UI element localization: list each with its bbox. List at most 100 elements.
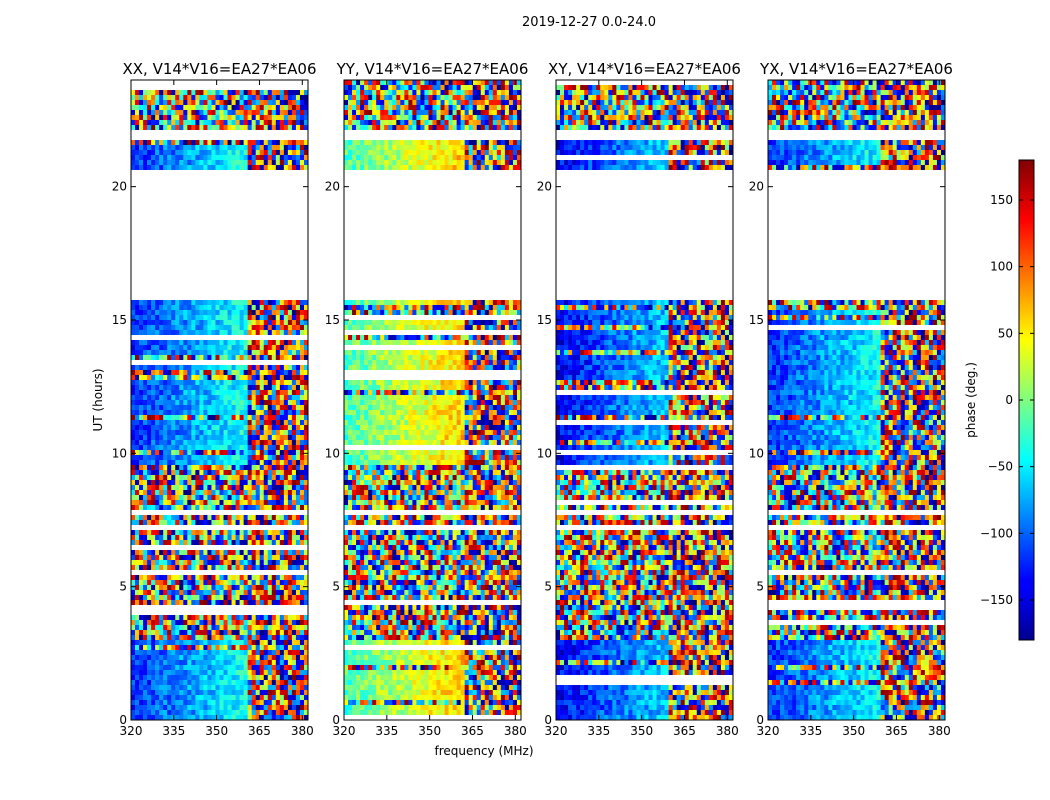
heatmap-cell [291,385,297,390]
heatmap-cell [175,495,180,500]
heatmap-cell [287,165,293,170]
heatmap-cell [259,680,265,685]
heatmap-cell [187,700,192,705]
heatmap-cell [163,465,168,470]
heatmap-cell [344,320,349,325]
heatmap-cell [247,715,252,720]
heatmap-cell [235,150,240,155]
heatmap-cell [291,105,297,110]
x-tick-label: 320 [120,724,143,738]
heatmap-cell [167,490,172,495]
heatmap-cell [131,125,136,130]
heatmap-cell [508,90,514,95]
heatmap-cell [215,520,220,525]
heatmap-cell [203,670,208,675]
heatmap-cell [171,580,176,585]
heatmap-cell [175,665,180,670]
heatmap-cell [279,320,285,325]
heatmap-cell [195,390,200,395]
heatmap-cell [291,560,297,565]
heatmap-cell [235,380,240,385]
heatmap-cell [279,350,285,355]
heatmap-cell [211,460,216,465]
heatmap-cell [179,585,184,590]
heatmap-cell [199,125,204,130]
heatmap-cell [167,375,172,380]
heatmap-cell [151,585,156,590]
heatmap-cell [279,685,285,690]
heatmap-cell [444,155,449,160]
heatmap-cell [175,415,180,420]
heatmap-cell [275,590,281,595]
heatmap-cell [283,500,289,505]
heatmap-cell [468,120,474,125]
heatmap-cell [223,450,228,455]
heatmap-cell [267,155,273,160]
heatmap-cell [239,430,244,435]
heatmap-cell [388,155,393,160]
heatmap-cell [271,680,277,685]
heatmap-cell [392,155,397,160]
heatmap-cell [295,435,301,440]
heatmap-cell [368,110,373,115]
heatmap-cell [203,365,208,370]
heatmap-cell [179,710,184,715]
heatmap-cell [151,560,156,565]
heatmap-cell [295,320,301,325]
heatmap-cell [496,140,502,145]
heatmap-cell [243,425,248,430]
heatmap-cell [287,520,293,525]
heatmap-cell [231,405,236,410]
heatmap-cell [291,710,297,715]
heatmap-cell [143,695,148,700]
heatmap-cell [207,580,212,585]
heatmap-cell [303,475,309,480]
heatmap-cell [247,145,252,150]
heatmap-cell [139,515,144,520]
heatmap-cell [199,150,204,155]
heatmap-cell [303,690,309,695]
heatmap-cell [275,500,281,505]
heatmap-cell [139,540,144,545]
heatmap-cell [207,640,212,645]
heatmap-cell [255,645,261,650]
heatmap-cell [496,300,502,305]
heatmap-cell [223,115,228,120]
heatmap-cell [263,420,269,425]
heatmap-cell [263,675,269,680]
heatmap-cell [207,385,212,390]
heatmap-cell [167,555,172,560]
heatmap-cell [231,100,236,105]
heatmap-cell [492,140,498,145]
heatmap-cell [271,405,277,410]
heatmap-cell [151,440,156,445]
heatmap-cell [187,465,192,470]
heatmap-cell [223,695,228,700]
heatmap-cell [167,560,172,565]
heatmap-cell [143,600,148,605]
heatmap-cell [155,375,160,380]
heatmap-cell [151,580,156,585]
heatmap-cell [484,105,490,110]
heatmap-cell [227,665,232,670]
heatmap-cell [195,575,200,580]
heatmap-cell [267,390,273,395]
heatmap-cell [183,435,188,440]
heatmap-cell [448,320,453,325]
heatmap-cell [480,150,486,155]
heatmap-cell [287,615,293,620]
heatmap-cell [243,600,248,605]
heatmap-cell [412,85,417,90]
heatmap-cell [211,625,216,630]
heatmap-cell [444,305,449,310]
heatmap-cell [460,115,465,120]
heatmap-cell [219,160,224,165]
heatmap-cell [139,630,144,635]
heatmap-cell [215,415,220,420]
heatmap-cell [492,300,498,305]
heatmap-cell [151,390,156,395]
heatmap-cell [143,520,148,525]
heatmap-cell [207,700,212,705]
heatmap-cell [203,415,208,420]
heatmap-cell [215,450,220,455]
